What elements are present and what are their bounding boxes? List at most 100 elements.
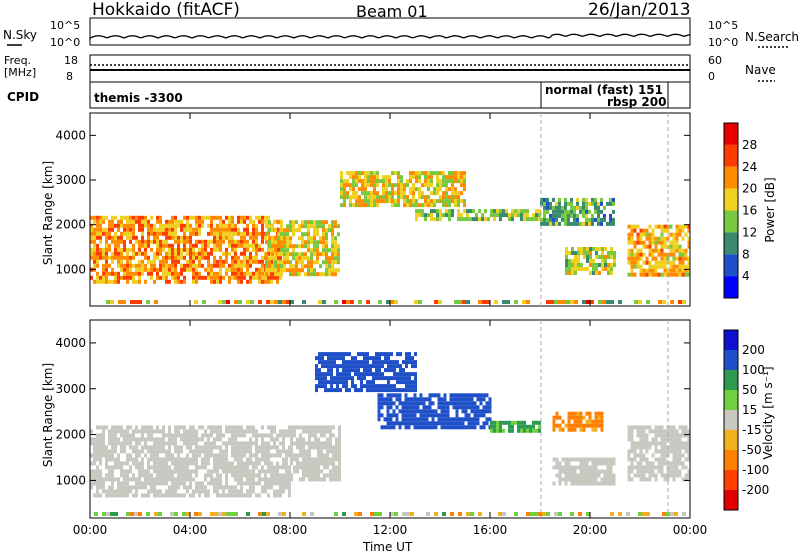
heat-cell-1 [377,401,381,406]
heat-cell-1 [687,445,691,450]
heat-cell-0 [367,183,370,188]
heat-cell-0 [582,209,585,214]
heat-cell-0 [126,259,129,264]
heat-cell-1 [320,453,323,458]
heat-cell-1 [336,384,339,389]
heat-cell-1 [490,420,493,425]
heat-cell-0 [415,187,418,192]
heat-cell-0 [108,247,111,252]
heat-cell-0 [463,199,466,204]
heat-cell-0 [460,213,463,218]
ground-scatter-cell [634,300,638,304]
heat-cell-0 [277,268,280,273]
heat-cell-0 [669,244,673,249]
heat-cell-1 [255,461,258,466]
heat-cell-1 [183,457,186,462]
heat-cell-1 [393,360,396,365]
heat-cell-1 [443,397,447,402]
heat-cell-0 [183,227,186,232]
heat-cell-1 [222,457,225,462]
heat-cell-0 [424,175,427,180]
heat-cell-0 [283,228,286,233]
heat-cell-1 [333,388,336,393]
heat-cell-0 [561,213,564,218]
heat-cell-0 [252,235,255,240]
heat-cell-1 [213,489,216,494]
heat-cell-1 [401,421,405,426]
heat-cell-0 [406,183,409,188]
heat-cell-0 [642,244,646,249]
heat-cell-0 [319,272,322,277]
heat-cell-1 [333,364,336,369]
heat-cell-1 [201,461,204,466]
heat-cell-0 [660,240,664,245]
heat-cell-0 [204,215,207,220]
heat-cell-1 [258,493,261,498]
heat-cell-1 [237,489,240,494]
heat-cell-0 [433,209,436,214]
heat-cell-0 [555,209,558,214]
heat-cell-0 [639,236,643,241]
heat-cell-1 [345,388,348,393]
heat-cell-0 [93,259,96,264]
heat-cell-1 [159,481,162,486]
heat-cell-0 [546,217,549,222]
power-colorbar-swatch [724,232,738,255]
heat-cell-0 [261,235,264,240]
heat-cell-0 [612,197,615,202]
heat-cell-0 [540,201,543,206]
heat-cell-0 [370,203,373,208]
cpid-panel-frame [89,81,691,109]
heat-cell-1 [336,356,339,361]
heat-cell-0 [189,247,192,252]
heat-cell-1 [336,380,339,385]
cpid-program-1: themis -3300 [94,91,183,105]
heat-cell-0 [313,244,316,249]
heat-cell-0 [601,247,604,251]
heat-cell-1 [126,453,129,458]
heat-cell-0 [499,217,502,222]
heat-cell-0 [322,228,325,233]
heat-cell-1 [282,489,285,494]
heat-cell-1 [428,409,432,414]
heat-cell-0 [252,231,255,236]
heat-cell-0 [177,275,180,280]
heat-cell-0 [648,236,652,241]
heat-cell-0 [373,191,376,196]
heat-cell-0 [99,219,102,224]
heat-cell-1 [570,465,574,470]
heat-cell-1 [156,445,159,450]
heat-cell-1 [669,437,673,442]
heat-cell-1 [147,469,150,474]
power-colorbar-label: Power [dB] [763,177,777,243]
heat-cell-1 [387,368,390,373]
heat-cell-0 [478,217,481,222]
heat-cell-1 [378,384,381,389]
heat-cell-0 [207,231,210,236]
heat-cell-1 [606,473,610,478]
heat-cell-1 [213,461,216,466]
heat-cell-1 [588,473,592,478]
heat-cell-1 [293,433,296,438]
heat-cell-1 [422,425,426,430]
heat-cell-1 [126,477,129,482]
heat-cell-0 [607,251,610,255]
heat-cell-0 [192,271,195,276]
heat-cell-1 [333,380,336,385]
heat-cell-0 [549,221,552,226]
heat-cell-0 [577,251,580,255]
heat-cell-0 [678,228,682,233]
heat-cell-0 [207,251,210,256]
heat-cell-0 [280,232,283,237]
heat-cell-0 [159,243,162,248]
heat-cell-0 [439,171,442,176]
heat-cell-1 [267,457,270,462]
heat-cell-0 [576,213,579,218]
heat-cell-0 [681,252,685,257]
ground-scatter-cell [486,300,490,304]
heat-cell-1 [639,445,643,450]
heat-cell-1 [636,461,640,466]
heat-cell-1 [642,457,646,462]
heat-cell-1 [336,352,339,357]
heat-cell-1 [117,453,120,458]
